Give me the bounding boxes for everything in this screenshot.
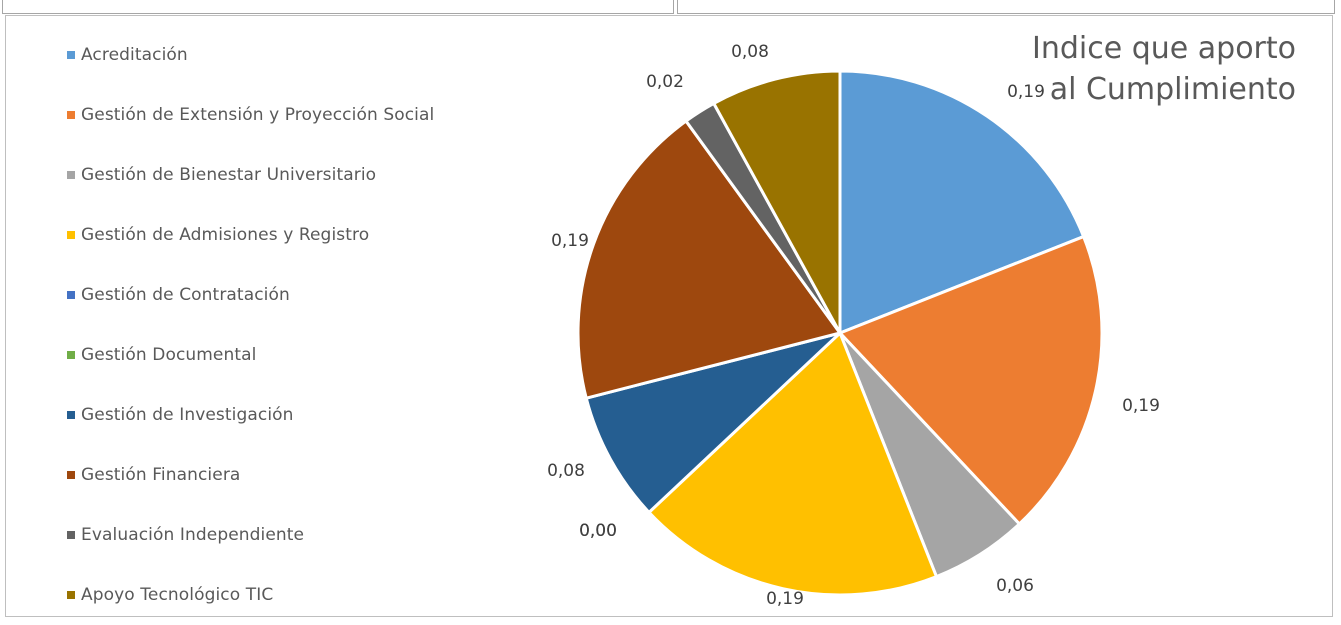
data-label: 0,00 <box>579 521 617 541</box>
legend-item: Gestión de Admisiones y Registro <box>67 205 369 265</box>
legend-item: Gestión de Bienestar Universitario <box>67 145 376 205</box>
legend-swatch <box>67 111 75 119</box>
legend-swatch <box>67 291 75 299</box>
legend-swatch <box>67 411 75 419</box>
legend-label: Evaluación Independiente <box>81 525 305 545</box>
legend-item: Acreditación <box>67 25 188 85</box>
legend-label: Gestión de Investigación <box>81 405 294 425</box>
data-label: 0,08 <box>547 461 585 481</box>
legend-label: Acreditación <box>81 45 188 65</box>
legend-item: Gestión Documental <box>67 325 256 385</box>
legend-item: Gestión de Contratación <box>67 265 290 325</box>
legend-label: Gestión de Contratación <box>81 285 290 305</box>
data-label: 0,19 <box>766 589 804 609</box>
legend-label: Gestión de Bienestar Universitario <box>81 165 377 185</box>
legend-swatch <box>67 171 75 179</box>
legend-swatch <box>67 231 75 239</box>
data-label: 0,00 <box>579 521 617 541</box>
legend-swatch <box>67 51 75 59</box>
data-label: 0,02 <box>646 72 684 92</box>
data-label: 0,19 <box>1122 396 1160 416</box>
pie-slice <box>646 330 939 597</box>
legend-item: Gestión Financiera <box>67 445 240 505</box>
top-right-panel-edge <box>677 0 1335 14</box>
legend-label: Gestión Documental <box>81 345 257 365</box>
pie-chart: 0,190,190,060,190,000,000,080,190,020,08 <box>547 42 1160 609</box>
legend-label: Gestión Financiera <box>81 465 241 485</box>
top-left-panel-edge <box>2 0 674 14</box>
legend-swatch <box>67 531 75 539</box>
legend-item: Gestión de Investigación <box>67 385 294 445</box>
legend-label: Gestión de Admisiones y Registro <box>81 225 370 245</box>
pie-slice <box>837 234 1104 527</box>
legend-label: Gestión de Extensión y Proyección Social <box>81 105 435 125</box>
legend-item: Evaluación Independiente <box>67 505 304 565</box>
data-label: 0,19 <box>1007 82 1045 102</box>
legend-item: Gestión de Extensión y Proyección Social <box>67 85 434 145</box>
legend-label: Apoyo Tecnológico TIC <box>81 585 274 605</box>
pie-slice <box>576 118 843 400</box>
data-label: 0,19 <box>551 231 589 251</box>
legend-swatch <box>67 471 75 479</box>
chart-title: Indice que aporto al Cumplimiento <box>1031 31 1296 107</box>
pie-slice <box>838 69 1086 336</box>
legend-swatch <box>67 351 75 359</box>
pie-slice <box>711 69 842 334</box>
legend-item: Apoyo Tecnológico TIC <box>67 565 273 625</box>
data-label: 0,08 <box>731 42 769 62</box>
pie-slice <box>584 331 842 515</box>
legend-swatch <box>67 591 75 599</box>
data-label: 0,06 <box>996 576 1034 596</box>
